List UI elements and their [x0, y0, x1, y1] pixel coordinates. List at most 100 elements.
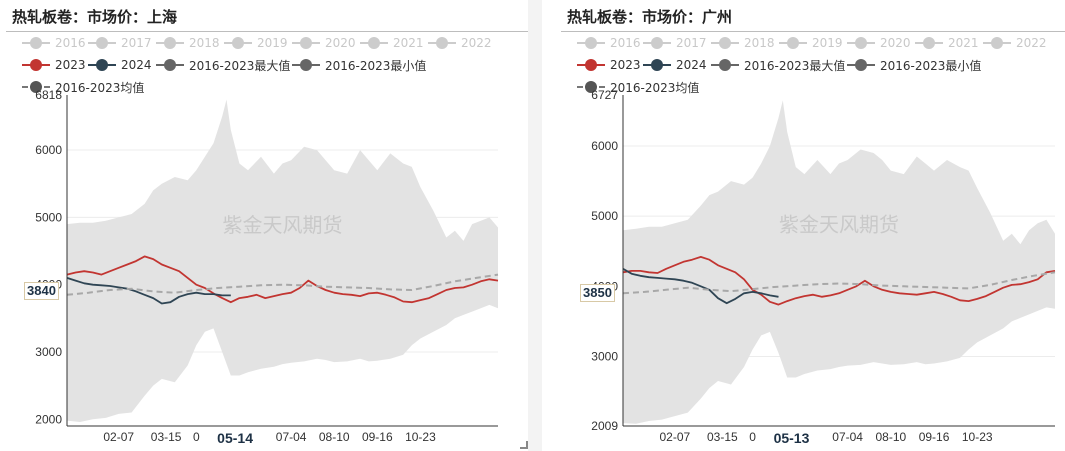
- chart-plot: 681860005000400030002000紫金天风期货02-0703-15…: [35, 88, 499, 446]
- x-tick-label: 09-16: [362, 430, 393, 444]
- y-tick-label: 2009: [591, 419, 618, 433]
- legend-item-2019[interactable]: 2019: [779, 34, 843, 52]
- legend-item-2016[interactable]: 2016: [577, 34, 641, 52]
- legend-marker-icon: [577, 58, 605, 72]
- legend-item-2022[interactable]: 2022: [983, 34, 1047, 52]
- legend-marker-icon: [292, 36, 320, 50]
- legend-marker-icon: [847, 36, 875, 50]
- legend-marker-icon: [643, 36, 671, 50]
- y-tick-label: 6000: [591, 139, 618, 153]
- x-tick-label: 05-13: [774, 430, 810, 446]
- legend-label: 2022: [1016, 36, 1047, 50]
- legend-marker-icon: [292, 58, 320, 72]
- legend-label: 2020: [325, 36, 356, 50]
- legend-marker-icon: [577, 36, 605, 50]
- max-min-band: [67, 99, 498, 422]
- legend-item-2016[interactable]: 2016: [22, 34, 86, 52]
- legend-label: 2016-2023最大值: [744, 58, 846, 73]
- legend-marker-icon: [711, 58, 739, 72]
- legend-marker-icon: [224, 36, 252, 50]
- x-tick-label: 08-10: [875, 430, 906, 444]
- chart-plot: 672760005000400030002009紫金天风期货02-0703-15…: [591, 88, 1056, 446]
- legend-label: 2018: [744, 36, 775, 50]
- x-tick-label: 08-10: [319, 430, 350, 444]
- legend-marker-icon: [711, 36, 739, 50]
- resize-handle[interactable]: [520, 441, 528, 449]
- legend-label: 2019: [812, 36, 843, 50]
- legend-item-2018[interactable]: 2018: [156, 34, 220, 52]
- legend-label: 2017: [121, 36, 152, 50]
- legend-label: 2016-2023均值: [55, 80, 145, 95]
- legend-marker-icon: [88, 58, 116, 72]
- legend-marker-icon: [22, 80, 50, 94]
- watermark: 紫金天风期货: [779, 213, 899, 237]
- legend-item-2024[interactable]: 2024: [88, 56, 152, 74]
- legend-item-2016-2023最大值[interactable]: 2016-2023最大值: [156, 56, 290, 74]
- title-rule: [6, 31, 528, 32]
- legend-label: 2024: [676, 58, 707, 72]
- y-tick-label: 3000: [35, 345, 62, 359]
- legend-label: 2019: [257, 36, 288, 50]
- legend-marker-icon: [156, 36, 184, 50]
- x-tick-label: 02-07: [103, 430, 134, 444]
- series-line-2024: [66, 277, 231, 305]
- legend-label: 2016-2023最小值: [880, 58, 982, 73]
- series-line-2023: [622, 255, 1056, 306]
- legend-item-2016-2023均值[interactable]: 2016-2023均值: [577, 78, 699, 96]
- x-tick-label: 0: [749, 430, 756, 444]
- legend-item-2016-2023最小值[interactable]: 2016-2023最小值: [847, 56, 981, 74]
- y-tick-label: 5000: [35, 210, 62, 224]
- legend-marker-icon: [156, 58, 184, 72]
- x-tick-label: 07-04: [276, 430, 307, 444]
- legend-marker-icon: [847, 58, 875, 72]
- legend-item-2022[interactable]: 2022: [428, 34, 492, 52]
- legend-marker-icon: [577, 80, 605, 94]
- max-min-band: [623, 100, 1055, 424]
- legend-marker-icon: [22, 58, 50, 72]
- panel-divider: [528, 0, 542, 451]
- legend-item-2018[interactable]: 2018: [711, 34, 775, 52]
- x-tick-label: 10-23: [962, 430, 993, 444]
- legend-label: 2024: [121, 58, 152, 72]
- y-tick-label: 5000: [591, 209, 618, 223]
- y-tick-label: 2000: [35, 412, 62, 426]
- legend-item-2016-2023最小值[interactable]: 2016-2023最小值: [292, 56, 426, 74]
- legend-label: 2021: [948, 36, 979, 50]
- legend-item-2017[interactable]: 2017: [88, 34, 152, 52]
- legend-item-2021[interactable]: 2021: [360, 34, 424, 52]
- legend-item-2017[interactable]: 2017: [643, 34, 707, 52]
- legend-marker-icon: [428, 36, 456, 50]
- y-tick-label: 6818: [35, 88, 62, 102]
- legend-label: 2017: [676, 36, 707, 50]
- y-tick-label: 3000: [591, 349, 618, 363]
- chart-title: 热轧板卷：市场价：上海: [12, 8, 178, 26]
- legend-item-2021[interactable]: 2021: [915, 34, 979, 52]
- x-tick-label: 0: [193, 430, 200, 444]
- legend-marker-icon: [779, 36, 807, 50]
- legend-label: 2022: [461, 36, 492, 50]
- legend-marker-icon: [915, 36, 943, 50]
- legend-item-2023[interactable]: 2023: [22, 56, 86, 74]
- legend-label: 2023: [55, 58, 86, 72]
- legend-marker-icon: [22, 36, 50, 50]
- legend-label: 2016: [610, 36, 641, 50]
- legend-item-2024[interactable]: 2024: [643, 56, 707, 74]
- y-tick-label: 6000: [35, 143, 62, 157]
- series-line-2016-2023均值: [66, 273, 499, 296]
- legend-item-2020[interactable]: 2020: [292, 34, 356, 52]
- x-tick-label: 05-14: [217, 430, 253, 446]
- legend-item-2019[interactable]: 2019: [224, 34, 288, 52]
- legend-marker-icon: [643, 58, 671, 72]
- legend-label: 2016-2023最大值: [189, 58, 291, 73]
- series-line-2023: [66, 255, 499, 304]
- legend-item-2020[interactable]: 2020: [847, 34, 911, 52]
- legend-label: 2018: [189, 36, 220, 50]
- legend-item-2023[interactable]: 2023: [577, 56, 641, 74]
- series-line-2016-2023均值: [622, 271, 1056, 295]
- legend-label: 2023: [610, 58, 641, 72]
- legend-item-2016-2023最大值[interactable]: 2016-2023最大值: [711, 56, 845, 74]
- legend-item-2016-2023均值[interactable]: 2016-2023均值: [22, 78, 144, 96]
- legend-marker-icon: [360, 36, 388, 50]
- x-tick-label: 09-16: [919, 430, 950, 444]
- x-tick-label: 10-23: [405, 430, 436, 444]
